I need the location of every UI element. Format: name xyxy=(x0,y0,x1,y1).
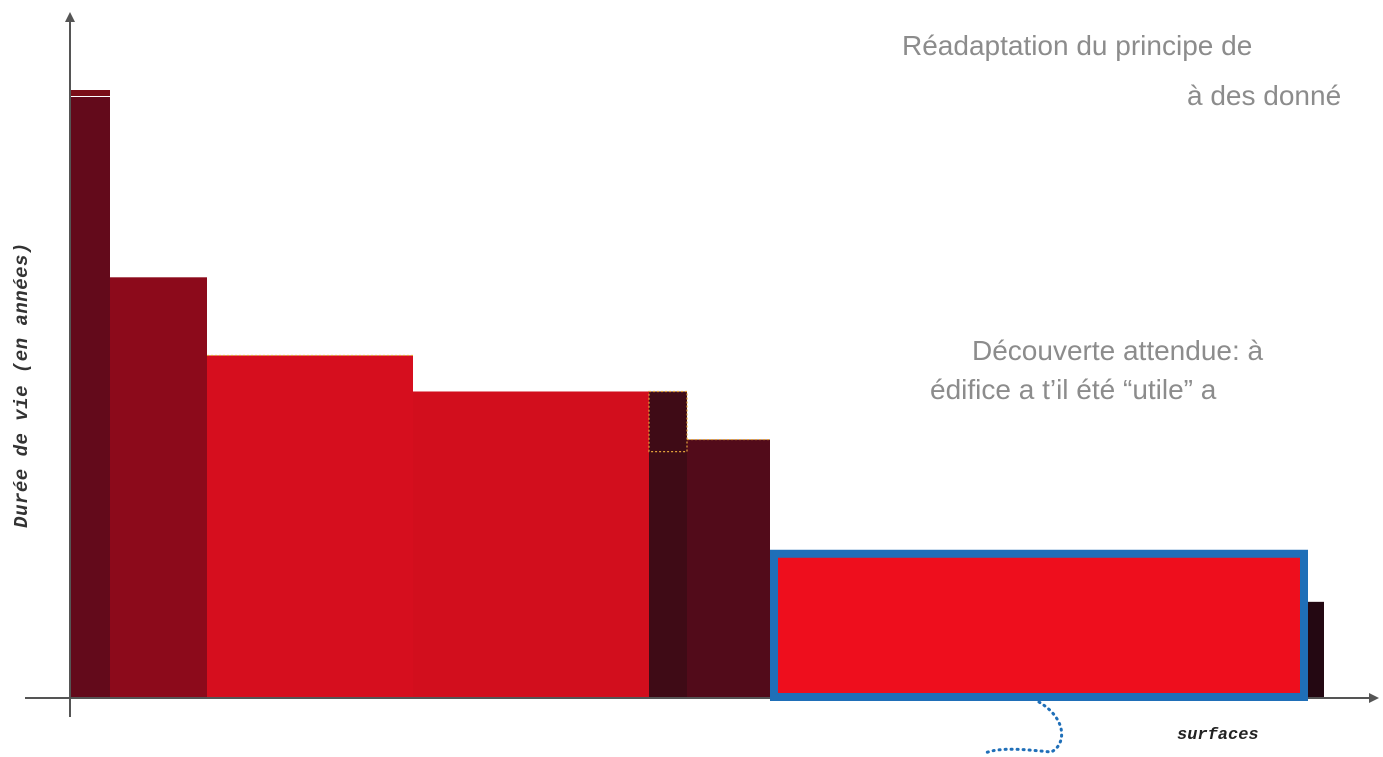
bar-8 xyxy=(1304,601,1324,698)
bar-5 xyxy=(649,391,687,698)
bars-layer xyxy=(70,90,1324,698)
bar-6 xyxy=(687,439,770,698)
annotation-line-4: édifice a t’il été “utile” a xyxy=(930,374,1217,405)
annotation-line-1: Réadaptation du principe de xyxy=(902,30,1253,61)
dotted-connector xyxy=(981,700,1064,756)
highlight-box xyxy=(770,549,1308,702)
annotation-line-2: à des donné xyxy=(1187,80,1342,111)
x-axis-title: surfaces xyxy=(1177,726,1259,745)
bar-1-cap xyxy=(70,90,110,96)
y-axis-title: Durée de vie (en années) xyxy=(11,242,33,528)
bar-2 xyxy=(110,277,207,698)
bar-5-dotted-outline xyxy=(648,390,688,453)
overlay-layer xyxy=(207,354,1308,756)
bar-1 xyxy=(70,97,110,698)
annotation-line-3: Découverte attendue: à xyxy=(972,335,1264,366)
bar-4 xyxy=(413,391,649,698)
bar-7 xyxy=(770,553,1304,698)
bar-3 xyxy=(207,355,413,698)
